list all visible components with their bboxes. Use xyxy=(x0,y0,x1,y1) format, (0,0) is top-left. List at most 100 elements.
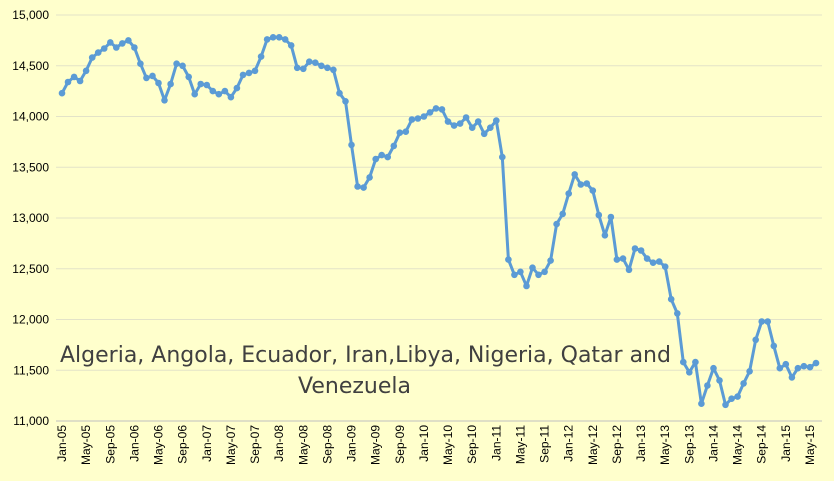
data-point xyxy=(674,310,681,317)
data-point xyxy=(728,395,735,403)
data-point xyxy=(167,80,174,88)
data-point xyxy=(499,153,506,161)
y-tick-label: 12,500 xyxy=(12,262,49,276)
x-tick-label: May-08 xyxy=(296,425,310,465)
data-point xyxy=(553,220,560,228)
data-point xyxy=(76,77,84,85)
data-point xyxy=(239,71,247,79)
data-point xyxy=(619,255,627,262)
data-point xyxy=(330,66,337,74)
data-point xyxy=(776,364,784,372)
y-tick-label: 11,000 xyxy=(13,414,49,428)
data-point xyxy=(378,151,386,159)
x-tick-label: May-15 xyxy=(803,425,817,465)
data-point xyxy=(613,256,621,263)
data-point xyxy=(263,36,271,43)
data-point xyxy=(269,34,277,41)
y-tick-label: 14,500 xyxy=(12,59,49,73)
data-point xyxy=(88,54,96,61)
data-point xyxy=(661,263,669,271)
x-tick-label: Sep-13 xyxy=(682,425,696,464)
data-point xyxy=(113,44,120,51)
y-tick-label: 13,000 xyxy=(12,211,49,225)
data-point xyxy=(607,213,615,221)
x-tick-label: May-06 xyxy=(152,425,166,465)
data-point xyxy=(462,114,470,121)
data-point xyxy=(770,342,778,350)
data-point xyxy=(221,87,229,95)
x-tick-label: May-10 xyxy=(441,425,455,465)
data-point xyxy=(324,64,331,72)
data-point xyxy=(456,120,464,127)
x-tick-label: Jan-09 xyxy=(345,425,359,462)
x-tick-label: Jan-14 xyxy=(706,425,720,462)
data-point xyxy=(480,130,488,138)
data-point xyxy=(444,118,452,125)
data-point xyxy=(82,67,90,75)
data-point xyxy=(131,44,138,51)
x-tick-label: Sep-05 xyxy=(103,425,117,464)
x-tick-label: Sep-11 xyxy=(538,425,552,463)
data-point xyxy=(191,90,198,98)
data-point xyxy=(197,80,204,88)
x-tick-label: Sep-07 xyxy=(248,425,262,464)
data-point xyxy=(119,40,126,47)
data-point xyxy=(70,73,78,81)
data-point xyxy=(107,39,114,46)
data-point xyxy=(215,90,223,98)
data-point xyxy=(143,74,150,82)
data-point xyxy=(698,400,705,408)
data-point xyxy=(571,171,578,178)
data-point xyxy=(655,258,663,265)
data-point xyxy=(746,368,753,375)
y-tick-label: 12,000 xyxy=(12,313,49,327)
data-point xyxy=(505,256,512,263)
data-point xyxy=(649,259,657,267)
data-point xyxy=(565,190,572,197)
data-point xyxy=(203,81,211,89)
data-point xyxy=(637,247,645,254)
data-point xyxy=(559,210,566,218)
x-tick-label: May-09 xyxy=(369,425,383,465)
data-point xyxy=(100,45,108,52)
y-axis-tick-labels: 11,000 11,500 12,000 12,500 13,000 13,500 14,0… xyxy=(12,8,49,428)
data-point xyxy=(64,78,72,86)
data-point xyxy=(577,181,585,188)
data-point xyxy=(493,117,500,124)
data-point xyxy=(360,184,367,191)
x-tick-label: Jan-10 xyxy=(417,425,431,462)
x-tick-label: Jan-11 xyxy=(489,425,503,461)
data-point xyxy=(517,268,524,276)
annotation-line-1: Algeria, Angola, Ecuador, Iran,Libya, Ni… xyxy=(60,343,671,368)
x-tick-label: Sep-09 xyxy=(393,425,407,464)
data-point xyxy=(680,358,687,366)
data-point xyxy=(348,141,355,149)
data-point xyxy=(125,37,132,44)
x-tick-label: May-07 xyxy=(224,425,238,465)
data-point xyxy=(275,34,283,41)
y-tick-label: 14,000 xyxy=(12,110,49,124)
x-tick-label: Jan-07 xyxy=(200,425,214,462)
data-point xyxy=(257,53,265,60)
x-tick-label: Sep-12 xyxy=(610,425,624,464)
data-point xyxy=(209,87,217,95)
data-point xyxy=(734,393,741,400)
x-tick-label: Sep-06 xyxy=(176,425,190,464)
data-point xyxy=(643,255,651,262)
data-point xyxy=(354,183,361,190)
data-point xyxy=(426,109,434,116)
x-tick-label: Sep-08 xyxy=(320,425,334,464)
data-point xyxy=(245,69,253,77)
x-axis-tick-labels: Jan-05 May-05 Sep-05 Jan-06 May-06 Sep-06 Jan-… xyxy=(55,425,817,465)
data-point xyxy=(625,266,633,274)
x-tick-label: May-12 xyxy=(586,425,600,465)
y-tick-label: 11,500 xyxy=(13,363,49,377)
data-point xyxy=(179,62,186,70)
data-point xyxy=(589,187,597,194)
annotation-line-2: Venezuela xyxy=(298,374,411,399)
data-point xyxy=(432,105,440,112)
data-point xyxy=(173,60,180,67)
y-tick-label: 13,500 xyxy=(12,160,49,174)
data-point xyxy=(523,282,530,290)
